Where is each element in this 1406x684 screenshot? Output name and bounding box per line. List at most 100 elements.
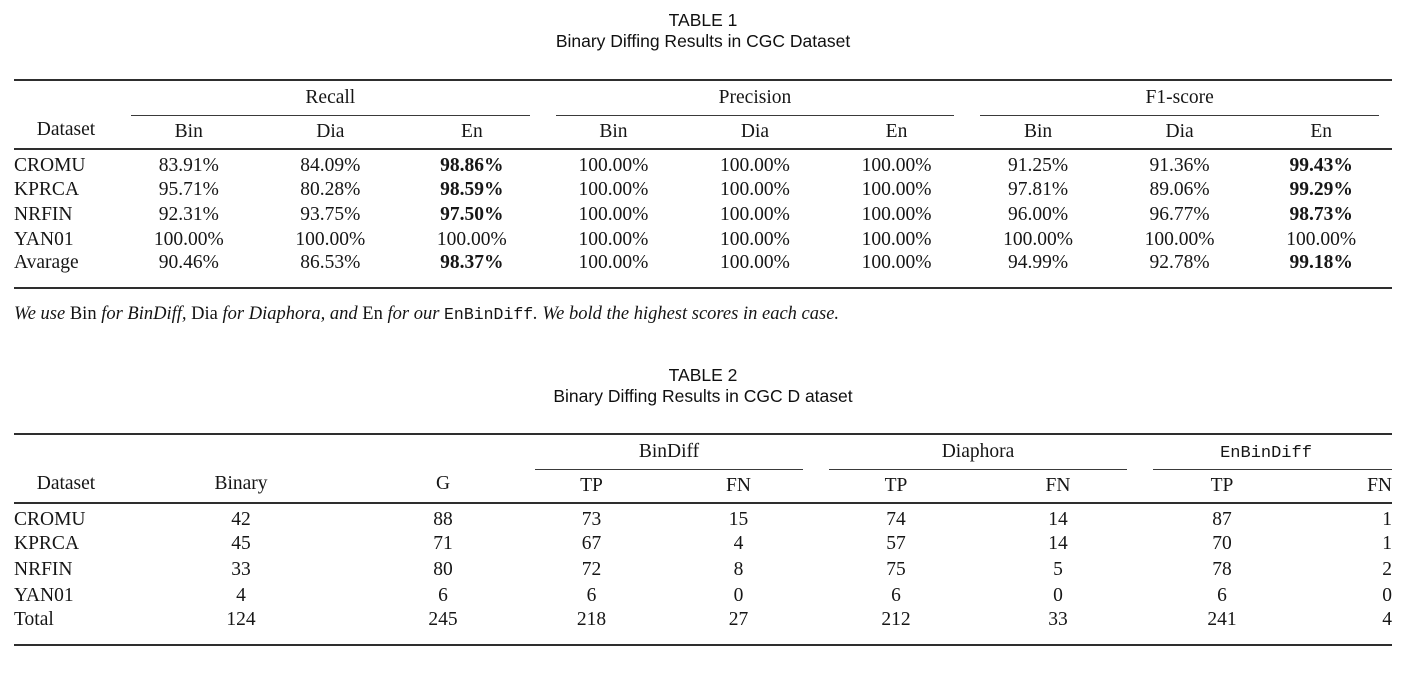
subheader-en: En — [825, 116, 968, 150]
subheader-fn: FN — [976, 470, 1140, 504]
cell: 99.18% — [1289, 252, 1353, 273]
cell: 100.00% — [436, 228, 507, 250]
group-header-recall: Recall — [118, 80, 543, 116]
cell: 88 — [433, 509, 453, 530]
cell: 14 — [1048, 533, 1068, 554]
cell: 124 — [226, 609, 256, 630]
cell: 100.00% — [720, 155, 790, 176]
row-label: CROMU — [14, 509, 86, 530]
cell: 78 — [1212, 559, 1232, 580]
subheader-en: En — [401, 116, 543, 150]
cell: 100.00% — [578, 155, 649, 176]
cell: 4 — [733, 533, 744, 554]
table2-section: TABLE 2 Binary Diffing Results in CGC D … — [14, 365, 1393, 646]
table-row: Avarage 90.46% 86.53% 98.37% 100.00% 100… — [14, 252, 1392, 288]
cell: 245 — [428, 609, 458, 630]
cell: 4 — [236, 585, 246, 606]
cell: 33 — [1048, 609, 1068, 630]
footnote-tool-diaphora: Diaphora — [248, 304, 321, 324]
subheader-dia: Dia — [1108, 116, 1251, 150]
cell: 6 — [586, 585, 597, 606]
table-row: CROMU 42 88 73 15 74 14 87 1 — [14, 503, 1392, 531]
row-label: KPRCA — [14, 533, 80, 554]
row-label: CROMU — [14, 155, 86, 176]
cell: 92.78% — [1149, 252, 1210, 273]
table-row: Total 124 245 218 27 212 33 241 4 — [14, 609, 1392, 645]
t1-col-dataset: Dataset — [14, 80, 118, 150]
cell: 97.81% — [1007, 178, 1069, 200]
cell: 83.91% — [158, 155, 219, 176]
t2-col-g: G — [364, 434, 522, 504]
cell: 0 — [1382, 585, 1393, 606]
group-header-diaphora: Diaphora — [816, 434, 1140, 470]
cell: 99.43% — [1289, 155, 1353, 176]
table-row: KPRCA 95.71% 80.28% 98.59% 100.00% 100.0… — [14, 177, 1392, 202]
row-label: Avarage — [14, 252, 79, 273]
table2: Dataset Binary G BinDiff Diaphora EnBinD… — [14, 433, 1393, 646]
cell: 2 — [1382, 559, 1393, 580]
table1-footnote: We use Bin for BinDiff, Dia for Diaphora… — [14, 302, 1392, 327]
cell: 98.37% — [440, 252, 504, 273]
footnote-text: for — [96, 304, 128, 324]
group-header-enbindiff: EnBinDiff — [1140, 434, 1393, 470]
cell: 93.75% — [300, 203, 361, 225]
cell: 100.00% — [861, 155, 932, 176]
cell: 42 — [231, 509, 251, 530]
subheader-tp: TP — [522, 470, 661, 504]
footnote-tool-enbindiff: EnBinDiff — [444, 305, 534, 324]
cell: 1 — [1382, 533, 1393, 554]
footnote-abbr-dia: Dia — [191, 304, 218, 324]
subheader-bin: Bin — [967, 116, 1109, 150]
table2-caption: TABLE 2 Binary Diffing Results in CGC D … — [14, 365, 1392, 407]
cell: 45 — [231, 533, 251, 554]
cell: 241 — [1207, 609, 1237, 630]
subheader-dia: Dia — [259, 116, 402, 150]
cell: 4 — [1382, 609, 1393, 630]
cell: 75 — [886, 559, 906, 580]
cell: 8 — [733, 559, 744, 580]
cell: 100.00% — [1286, 228, 1357, 250]
cell: 0 — [733, 585, 744, 606]
t2-col-binary: Binary — [118, 434, 364, 504]
cell: 91.25% — [1007, 155, 1069, 176]
footnote-abbr-en: En — [362, 304, 383, 324]
subheader-en: En — [1250, 116, 1392, 150]
cell: 100.00% — [1144, 228, 1215, 250]
row-label: KPRCA — [14, 178, 80, 200]
table-row: YAN01 100.00% 100.00% 100.00% 100.00% 10… — [14, 227, 1392, 252]
cell: 14 — [1048, 509, 1068, 530]
cell: 100.00% — [720, 228, 790, 250]
cell: 80 — [433, 559, 453, 580]
subheader-bin: Bin — [542, 116, 685, 150]
table-row: NRFIN 33 80 72 8 75 5 78 2 — [14, 557, 1392, 583]
cell: 100.00% — [1003, 228, 1073, 250]
group-header-precision: Precision — [543, 80, 968, 116]
table1: Dataset Recall Precision F1-score Bin Di… — [14, 79, 1392, 289]
subheader-fn: FN — [1304, 470, 1393, 504]
footnote-text: for — [217, 304, 249, 324]
cell: 92.31% — [158, 203, 219, 225]
table1-title: TABLE 1 — [668, 10, 738, 30]
cell: 71 — [433, 533, 453, 554]
subheader-fn: FN — [661, 470, 816, 504]
cell: 212 — [881, 609, 911, 630]
cell: 27 — [728, 609, 749, 630]
cell: 33 — [231, 559, 251, 580]
cell: 96.77% — [1149, 203, 1210, 225]
group-header-bindiff: BinDiff — [522, 434, 816, 470]
subheader-dia: Dia — [684, 116, 826, 150]
cell: 97.50% — [440, 203, 504, 225]
t2-col-dataset: Dataset — [14, 434, 118, 504]
cell: 72 — [581, 559, 602, 580]
cell: 70 — [1212, 533, 1232, 554]
cell: 84.09% — [300, 155, 361, 176]
row-label: YAN01 — [14, 585, 74, 606]
cell: 94.99% — [1007, 252, 1069, 273]
row-label: NRFIN — [14, 203, 73, 225]
subheader-tp: TP — [816, 470, 976, 504]
table2-group-header-row: Dataset Binary G BinDiff Diaphora EnBinD… — [14, 434, 1393, 504]
cell: 91.36% — [1149, 155, 1210, 176]
cell: 100.00% — [578, 203, 649, 225]
table1-section: TABLE 1 Binary Diffing Results in CGC Da… — [14, 0, 1392, 327]
